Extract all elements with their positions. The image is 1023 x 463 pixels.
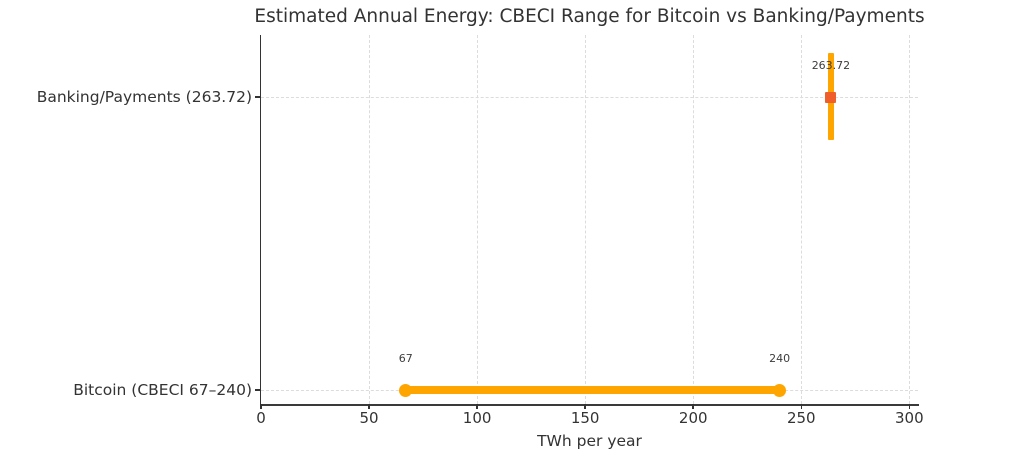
annotation-max: 240 [769, 352, 791, 365]
value-marker-banking [825, 91, 837, 103]
x-tick-label: 150 [570, 409, 600, 427]
x-gridline [800, 35, 802, 404]
x-axis-spine [259, 404, 919, 406]
y-tick-mark [255, 96, 261, 98]
x-tick-mark [260, 404, 262, 409]
y-axis-spine [259, 35, 261, 404]
x-tick-mark [476, 404, 478, 409]
x-tick-mark [800, 404, 803, 409]
range-bar-bitcoin [405, 386, 780, 394]
x-tick-label: 50 [359, 409, 379, 427]
chart-title: Estimated Annual Energy: CBECI Range for… [254, 6, 925, 27]
annotation-min: 67 [398, 352, 413, 365]
x-tick-label: 0 [256, 409, 266, 427]
x-tick-label: 300 [895, 409, 924, 427]
range-endpoint-max [773, 383, 787, 397]
x-gridline [692, 35, 694, 404]
range-endpoint-min [399, 383, 413, 397]
y-tick-label-banking: Banking/Payments (263.72) [36, 88, 252, 106]
y-tick-label-bitcoin: Bitcoin (CBECI 67–240) [73, 381, 252, 399]
y-tick-mark [255, 389, 261, 391]
x-gridline [584, 35, 586, 404]
x-axis-label: TWh per year [537, 432, 642, 450]
x-tick-mark [584, 404, 586, 409]
x-gridline [908, 35, 910, 404]
x-tick-mark [692, 404, 694, 409]
y-gridline [261, 96, 918, 98]
plot-area: 0 50 100 150 200 250 300 263.72 67 240 [255, 35, 924, 427]
x-tick-label: 200 [678, 409, 708, 427]
x-tick-label: 250 [786, 409, 816, 427]
x-tick-mark [908, 404, 911, 409]
x-tick-label: 100 [462, 409, 492, 427]
x-gridline [368, 35, 370, 404]
annotation-value: 263.72 [811, 59, 851, 72]
x-tick-mark [368, 404, 370, 409]
x-gridline [476, 35, 478, 404]
